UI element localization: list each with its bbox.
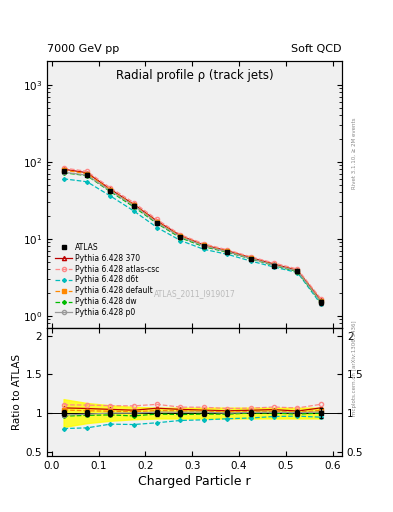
Text: Radial profile ρ (track jets): Radial profile ρ (track jets) <box>116 70 274 82</box>
Y-axis label: Ratio to ATLAS: Ratio to ATLAS <box>11 354 22 430</box>
X-axis label: Charged Particle r: Charged Particle r <box>138 475 251 488</box>
Text: 7000 GeV pp: 7000 GeV pp <box>47 44 119 54</box>
Legend: ATLAS, Pythia 6.428 370, Pythia 6.428 atlas-csc, Pythia 6.428 d6t, Pythia 6.428 : ATLAS, Pythia 6.428 370, Pythia 6.428 at… <box>54 241 161 318</box>
Text: ATLAS_2011_I919017: ATLAS_2011_I919017 <box>154 289 235 297</box>
Text: Rivet 3.1.10, ≥ 2M events: Rivet 3.1.10, ≥ 2M events <box>352 118 357 189</box>
Text: Soft QCD: Soft QCD <box>292 44 342 54</box>
Text: mcplots.cern.ch [arXiv:1306.3436]: mcplots.cern.ch [arXiv:1306.3436] <box>352 321 357 416</box>
